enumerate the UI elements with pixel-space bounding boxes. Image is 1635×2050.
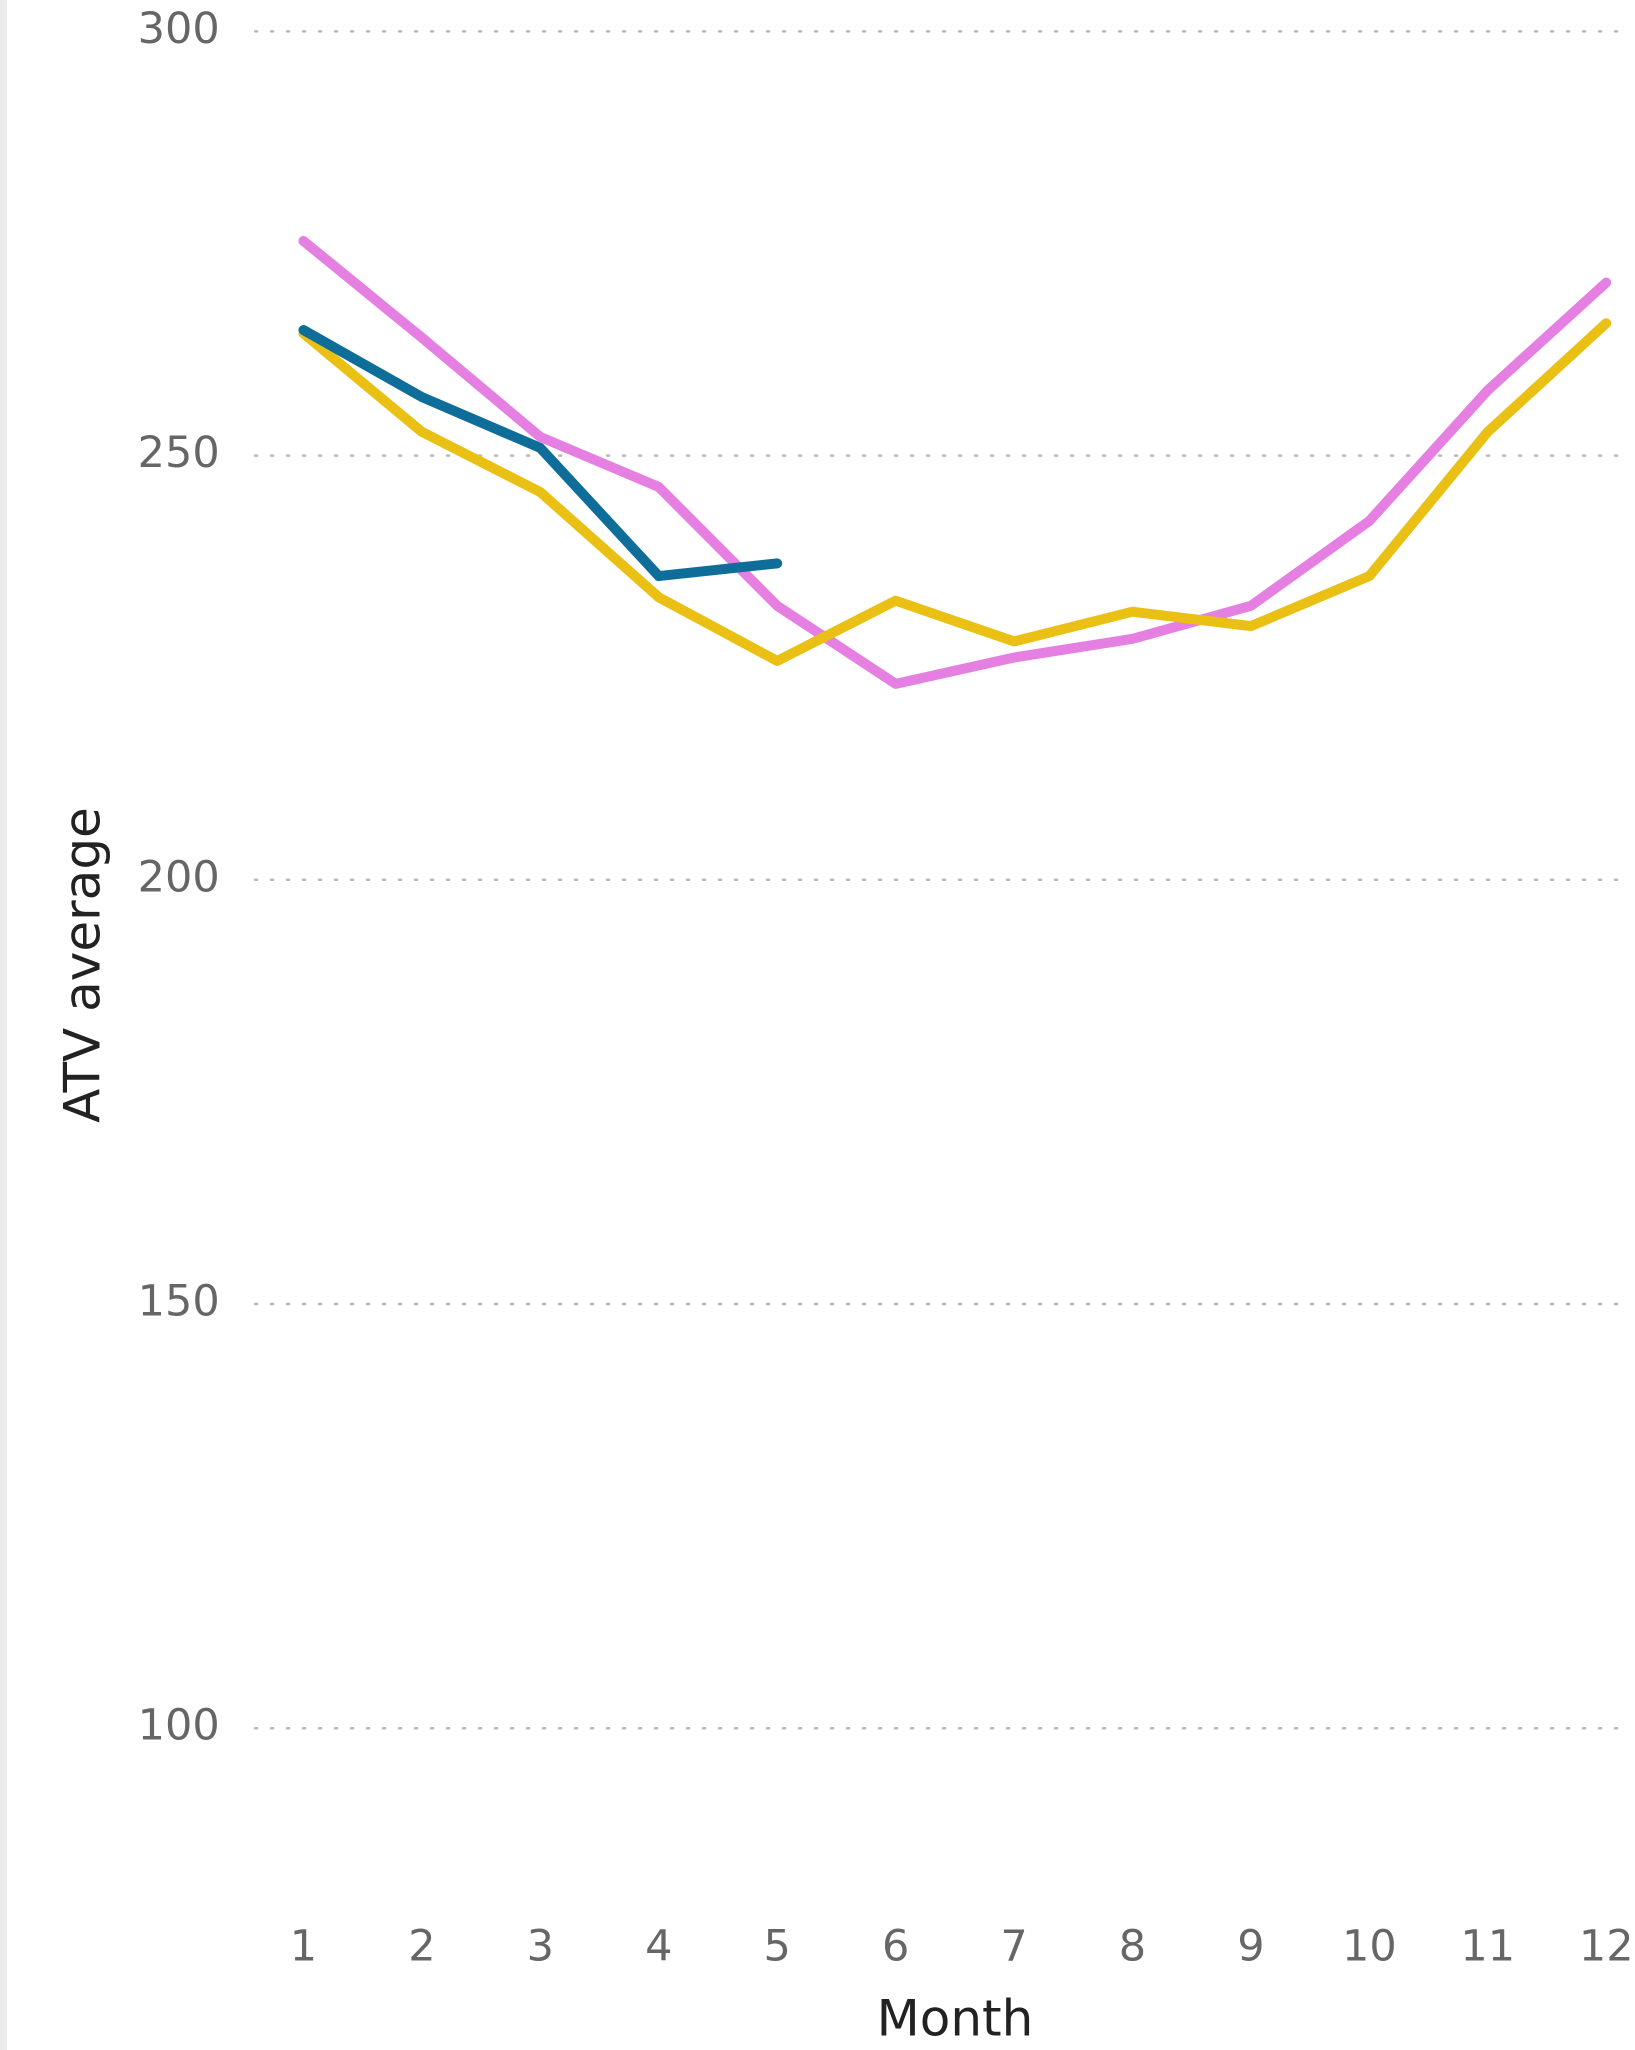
y-tick-label: 300 (138, 4, 220, 54)
x-tick-label: 6 (882, 1921, 909, 1971)
x-tick-label: 2 (408, 1921, 435, 1971)
x-tick-label: 4 (645, 1921, 672, 1971)
series-line (298, 318, 1612, 666)
series-line (298, 325, 783, 582)
left-edge (0, 0, 7, 2050)
x-tick-label: 9 (1237, 1921, 1264, 1971)
y-axis-title: ATV average (54, 807, 112, 1123)
x-tick-label: 11 (1460, 1921, 1515, 1971)
x-tick-label: 1 (290, 1921, 317, 1971)
y-tick-label: 200 (138, 852, 220, 902)
x-tick-label: 7 (1000, 1921, 1027, 1971)
x-tick-label: 10 (1342, 1921, 1397, 1971)
x-axis-title: Month (877, 1990, 1034, 2048)
y-tick-label: 100 (138, 1701, 220, 1751)
x-tick-label: 5 (764, 1921, 791, 1971)
series-line (298, 235, 1612, 689)
x-tick-label: 12 (1579, 1921, 1634, 1971)
x-tick-label: 3 (527, 1921, 554, 1971)
x-tick-label: 8 (1119, 1921, 1146, 1971)
y-tick-label: 250 (138, 428, 220, 478)
y-tick-label: 150 (138, 1277, 220, 1327)
